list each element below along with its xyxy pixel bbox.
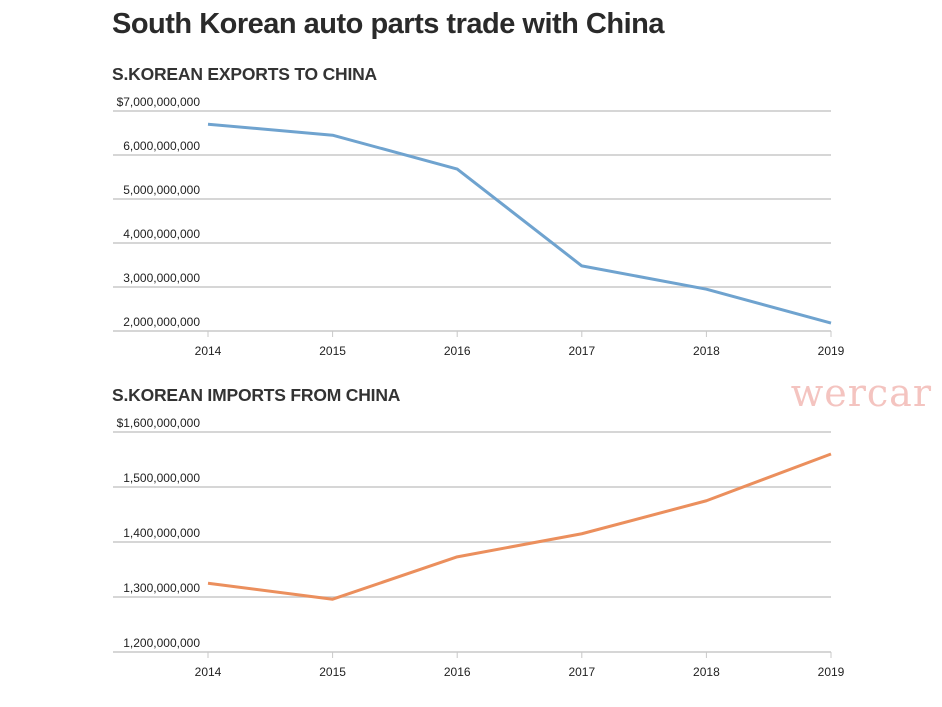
y-tick-label: 3,000,000,000: [123, 271, 200, 285]
y-tick-label: 1,300,000,000: [123, 581, 200, 595]
y-tick-label: $7,000,000,000: [117, 95, 201, 109]
watermark: wercar: [790, 371, 932, 415]
x-tick-label: 2014: [195, 665, 222, 679]
y-tick-label: 5,000,000,000: [123, 183, 200, 197]
x-tick-label: 2018: [693, 344, 720, 358]
x-tick-label: 2018: [693, 665, 720, 679]
imports-chart-title: S.KOREAN IMPORTS FROM CHINA: [112, 385, 401, 405]
x-tick-label: 2016: [444, 344, 471, 358]
x-tick-label: 2016: [444, 665, 471, 679]
exports-chart-title: S.KOREAN EXPORTS TO CHINA: [112, 64, 377, 84]
exports-line: [207, 122, 832, 325]
x-tick-label: 2014: [195, 344, 222, 358]
x-tick-label: 2017: [568, 344, 595, 358]
y-tick-label: 1,400,000,000: [123, 526, 200, 540]
y-tick-label: 4,000,000,000: [123, 227, 200, 241]
page-title: South Korean auto parts trade with China: [112, 8, 665, 40]
x-tick-label: 2015: [319, 344, 346, 358]
y-tick-label: 6,000,000,000: [123, 139, 200, 153]
y-tick-label: 2,000,000,000: [123, 315, 200, 329]
y-tick-label: 1,200,000,000: [123, 636, 200, 650]
y-tick-label: $1,600,000,000: [117, 416, 201, 430]
x-tick-label: 2019: [818, 344, 845, 358]
x-tick-label: 2019: [818, 665, 845, 679]
imports-line: [207, 452, 832, 601]
x-tick-label: 2017: [568, 665, 595, 679]
y-tick-label: 1,500,000,000: [123, 471, 200, 485]
x-tick-label: 2015: [319, 665, 346, 679]
